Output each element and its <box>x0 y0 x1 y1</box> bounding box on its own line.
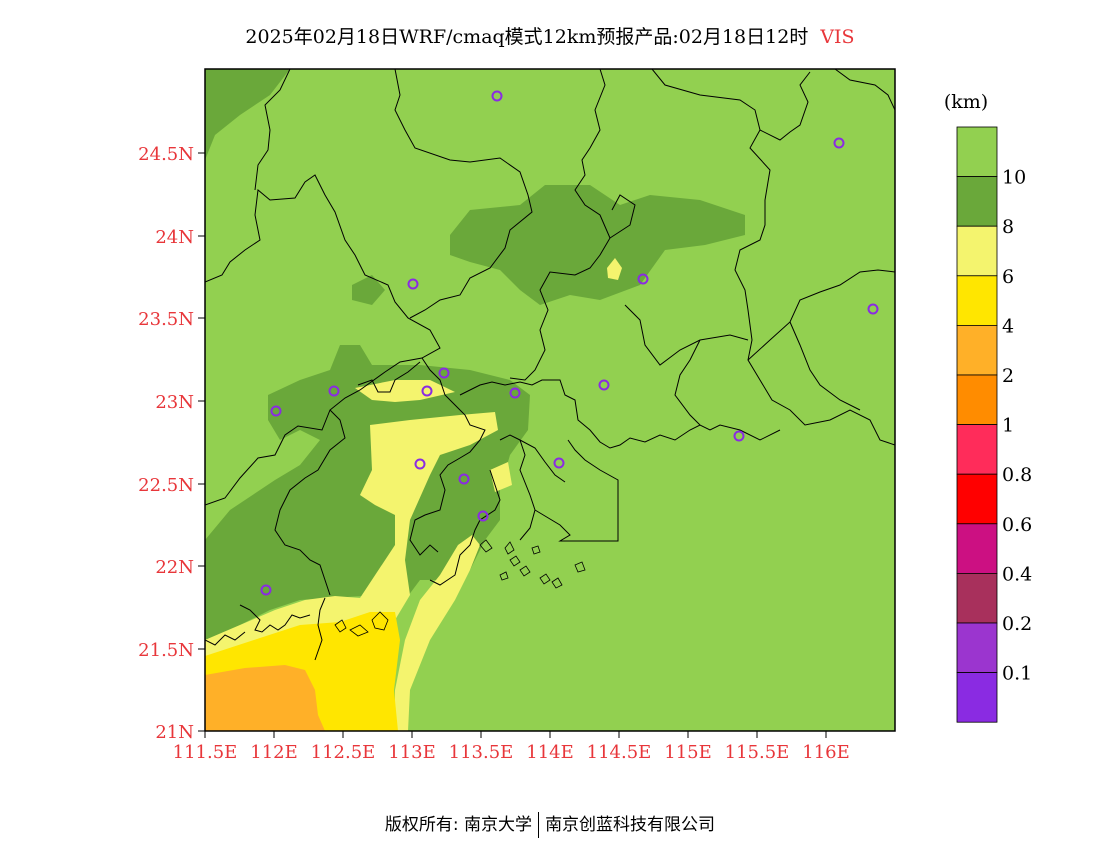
station-circle-icon <box>867 303 879 315</box>
lat-label: 24N <box>155 227 194 248</box>
colorbar-tick-label: 4 <box>1002 315 1014 337</box>
lon-label: 115E <box>664 742 712 763</box>
station-markers <box>260 90 879 596</box>
colorbar-tick-label: 6 <box>1002 266 1014 288</box>
lon-label: 113E <box>388 742 436 763</box>
station-circle-icon <box>270 405 282 417</box>
colorbar-swatch <box>956 275 998 326</box>
lat-label: 24.5N <box>138 144 194 165</box>
station-circle-icon <box>414 458 426 470</box>
station-circle-icon <box>491 90 503 102</box>
station-circle-icon <box>637 273 649 285</box>
station-circle-icon <box>733 430 745 442</box>
lon-label: 112.5E <box>311 742 376 763</box>
colorbar-swatch <box>956 672 998 723</box>
title-main: 2025年02月18日WRF/cmaq模式12km预报产品:02月18日12时 <box>245 26 809 48</box>
colorbar-unit: (km) <box>944 91 988 113</box>
footer-copyright: 版权所有: 南京大学 <box>384 815 533 835</box>
lat-label: 21N <box>155 722 194 743</box>
colorbar-tick-label: 0.6 <box>1002 514 1032 536</box>
colorbar-tick-label: 0.2 <box>1002 613 1032 635</box>
colorbar-swatch <box>956 126 998 177</box>
footer-company: 南京创蓝科技有限公司 <box>545 815 716 835</box>
station-circle-icon <box>509 387 521 399</box>
colorbar-swatch <box>956 176 998 227</box>
colorbar-tick-label: 0.4 <box>1002 563 1032 585</box>
station-circle-icon <box>833 137 845 149</box>
colorbar-tick-label: 0.8 <box>1002 464 1032 486</box>
coastline-islands <box>334 539 586 637</box>
map-title: 2025年02月18日WRF/cmaq模式12km预报产品:02月18日12时 V… <box>0 22 1100 49</box>
colorbar-swatch <box>956 622 998 673</box>
title-variable: VIS <box>820 26 855 48</box>
lat-label: 23N <box>155 392 194 413</box>
station-circle-icon <box>328 385 340 397</box>
station-circle-icon <box>407 278 419 290</box>
lon-label: 113.5E <box>449 742 514 763</box>
lat-labels: 24.5N 24N 23.5N 23N 22.5N 22N 21.5N 21N <box>138 144 194 743</box>
station-circle-icon <box>598 379 610 391</box>
admin-boundaries <box>205 69 895 661</box>
colorbar <box>956 126 998 723</box>
visibility-field <box>205 69 895 731</box>
lon-labels: 111.5E 112E 112.5E 113E 113.5E 114E 114.… <box>173 742 850 763</box>
footer-separator <box>538 812 540 838</box>
station-circle-icon <box>260 584 272 596</box>
lat-label: 22N <box>155 557 194 578</box>
station-circle-icon <box>553 457 565 469</box>
station-circle-icon <box>458 473 470 485</box>
lat-label: 23.5N <box>138 309 194 330</box>
lat-label: 22.5N <box>138 475 194 496</box>
colorbar-tick-label: 8 <box>1002 216 1014 238</box>
colorbar-swatch <box>956 424 998 475</box>
station-circle-icon <box>421 385 433 397</box>
footer-credit: 版权所有: 南京大学 南京创蓝科技有限公司 <box>0 810 1100 838</box>
colorbar-tick-label: 0.1 <box>1002 663 1032 685</box>
colorbar-swatch <box>956 225 998 277</box>
lon-label: 114E <box>526 742 574 763</box>
lon-label: 112E <box>250 742 298 763</box>
station-circle-icon <box>438 367 450 379</box>
lon-label: 116E <box>802 742 850 763</box>
lat-label: 21.5N <box>138 640 194 661</box>
lon-tick-marks <box>204 731 827 738</box>
colorbar-swatch <box>956 523 998 574</box>
station-circle-icon <box>477 510 489 522</box>
lon-label: 115.5E <box>725 742 790 763</box>
field-2km-zone <box>205 665 325 731</box>
colorbar-labels: 10 8 6 4 2 1 0.8 0.6 0.4 0.2 0.1 <box>1002 167 1032 685</box>
lon-label: 111.5E <box>173 742 238 763</box>
colorbar-swatch <box>956 573 998 624</box>
colorbar-swatch <box>956 374 998 425</box>
colorbar-swatch <box>956 324 998 376</box>
colorbar-tick-label: 2 <box>1002 365 1014 387</box>
colorbar-swatch <box>956 473 998 525</box>
colorbar-tick-label: 10 <box>1002 167 1026 189</box>
colorbar-tick-label: 1 <box>1002 415 1014 437</box>
lat-tick-marks <box>198 152 205 732</box>
lon-label: 114.5E <box>587 742 652 763</box>
